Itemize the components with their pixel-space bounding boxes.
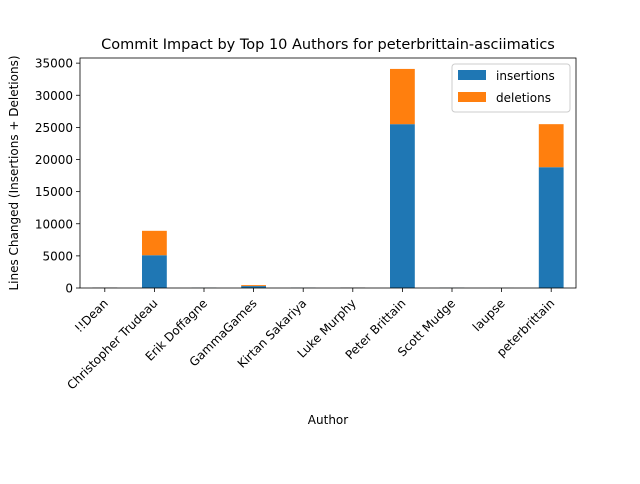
y-axis-label: Lines Changed (Insertions + Deletions) xyxy=(7,55,21,290)
legend-label-deletions: deletions xyxy=(496,91,551,105)
bar-deletions-gammagames xyxy=(241,285,266,286)
y-tick-label: 35000 xyxy=(35,57,73,71)
bar-insertions-christopher-trudeau xyxy=(142,255,167,288)
bar-deletions-peter-brittain xyxy=(390,69,415,124)
y-tick-label: 5000 xyxy=(42,249,73,263)
bar-insertions-peterbrittain xyxy=(539,167,564,288)
y-tick-label: 0 xyxy=(65,282,73,296)
legend-swatch-deletions xyxy=(458,92,486,102)
chart-title: Commit Impact by Top 10 Authors for pete… xyxy=(101,37,555,53)
x-axis-label: Author xyxy=(308,413,348,427)
bar-deletions-christopher-trudeau xyxy=(142,231,167,255)
y-tick-label: 20000 xyxy=(35,153,73,167)
y-tick-label: 10000 xyxy=(35,217,73,231)
legend-swatch-insertions xyxy=(458,70,486,80)
y-tick-label: 15000 xyxy=(35,185,73,199)
legend-label-insertions: insertions xyxy=(496,69,555,83)
y-tick-label: 30000 xyxy=(35,89,73,103)
bar-deletions-peterbrittain xyxy=(539,124,564,167)
legend: insertions deletions xyxy=(452,64,570,112)
y-tick-label: 25000 xyxy=(35,121,73,135)
bar-insertions-peter-brittain xyxy=(390,124,415,288)
